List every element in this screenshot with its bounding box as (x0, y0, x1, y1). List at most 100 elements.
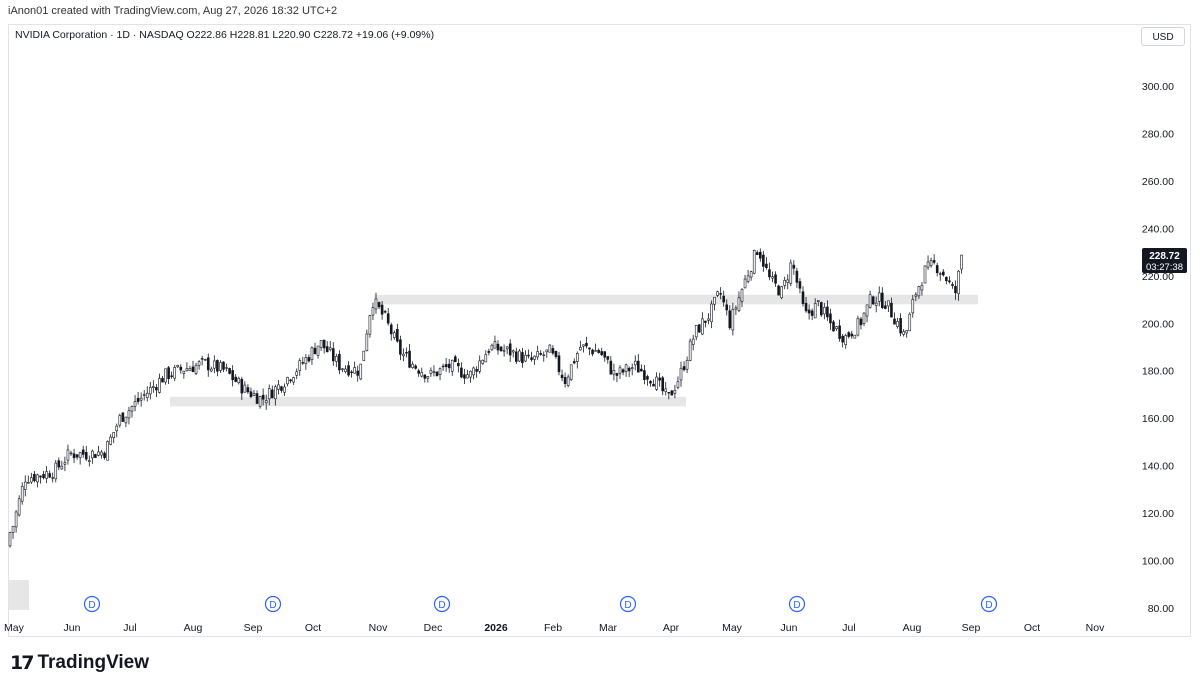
x-tick-label: Aug (903, 622, 922, 634)
x-tick-label: Dec (424, 622, 443, 634)
candle-body (194, 364, 198, 374)
candle-body (884, 305, 887, 309)
candle-body (255, 393, 259, 404)
candle-body (469, 371, 472, 378)
candle-body (603, 351, 607, 358)
candle-body (545, 349, 549, 353)
candle-body (954, 286, 957, 294)
candle-body (280, 386, 283, 391)
candle-body (457, 362, 460, 367)
candle-body (36, 474, 39, 483)
candle-body (609, 360, 613, 375)
currency-button[interactable]: USD (1141, 27, 1185, 46)
candle-body (94, 454, 97, 458)
candle-body (176, 365, 180, 368)
x-tick-label: 2026 (484, 622, 508, 634)
candle-body (48, 473, 51, 478)
candle-body (191, 366, 195, 373)
candle-body (917, 286, 921, 297)
last-price-label: 228.72 (1149, 251, 1180, 262)
x-tick-label: Nov (1086, 622, 1105, 634)
candle-body (597, 349, 600, 353)
candle-body (225, 367, 228, 369)
candle-body (368, 315, 372, 335)
candle-body (39, 475, 42, 478)
candle-body (694, 325, 698, 338)
y-tick-label: 240.00 (1142, 223, 1174, 235)
y-tick-label: 180.00 (1142, 366, 1174, 378)
x-tick-label: Jun (64, 622, 81, 634)
candle-body (411, 363, 414, 369)
x-tick-label: Aug (184, 622, 203, 634)
candle-body (871, 296, 875, 305)
candle-body (188, 368, 192, 371)
candle-body (539, 353, 543, 355)
candle-body (511, 350, 515, 353)
candle-body (719, 293, 722, 295)
candle-body (926, 261, 930, 268)
dividend-marker (619, 595, 637, 613)
candle-body (508, 343, 512, 356)
dividend-marker (980, 595, 998, 613)
candle-body (762, 254, 765, 267)
candle-body (158, 378, 161, 393)
candle-body (487, 350, 491, 353)
candle-body (636, 360, 640, 373)
x-tick-label: Mar (599, 622, 618, 634)
candle-body (874, 302, 878, 306)
candle-body (270, 389, 274, 399)
candle-body (341, 368, 344, 370)
x-tick-label: May (4, 622, 25, 634)
dividend-marker-label: D (624, 600, 631, 611)
candle-body (652, 383, 655, 387)
candle-body (389, 324, 393, 335)
candle-body (752, 250, 756, 274)
candle-body (100, 451, 103, 456)
candle-body (771, 276, 774, 279)
candle-body (560, 374, 564, 379)
candle-body (322, 339, 326, 349)
support-zone (374, 294, 978, 305)
candle-body (697, 324, 701, 333)
candle-body (33, 473, 36, 482)
candle-body (905, 330, 909, 334)
candle-body (75, 454, 79, 458)
candle-body (466, 374, 469, 379)
candle-body (804, 302, 808, 312)
candle-body (722, 295, 726, 303)
candle-body (661, 377, 665, 392)
dividend-marker-label: D (269, 600, 276, 611)
candle-body (78, 452, 82, 458)
candle-body (60, 465, 64, 470)
candle-body (829, 313, 832, 324)
x-tick-label: Jun (781, 622, 798, 634)
candle-body (579, 347, 582, 351)
candle-body (386, 313, 390, 324)
candle-body (783, 279, 787, 286)
candle-body (877, 292, 881, 302)
candle-body (810, 310, 814, 316)
candle-body (274, 386, 277, 400)
candle-body (237, 377, 241, 384)
candle-body (514, 351, 518, 362)
candle-body (862, 312, 866, 324)
candle-body (701, 318, 704, 335)
candle-body (127, 410, 131, 419)
candle-body (838, 325, 841, 339)
candle-body (328, 347, 332, 350)
tradingview-logo-text: TradingView (37, 652, 150, 673)
candle-body (951, 284, 954, 286)
candle-body (902, 331, 905, 335)
candle-body (121, 412, 125, 422)
candle-body (716, 291, 719, 296)
candle-body (682, 366, 686, 371)
candle-body (414, 365, 417, 369)
candle-body (173, 367, 176, 379)
candle-body (819, 302, 823, 316)
tradingview-logo[interactable]: 17 TradingView (10, 652, 149, 674)
candle-body (890, 302, 893, 318)
candle-body (112, 432, 115, 439)
candle-body (530, 357, 533, 360)
candle-body (893, 318, 896, 325)
